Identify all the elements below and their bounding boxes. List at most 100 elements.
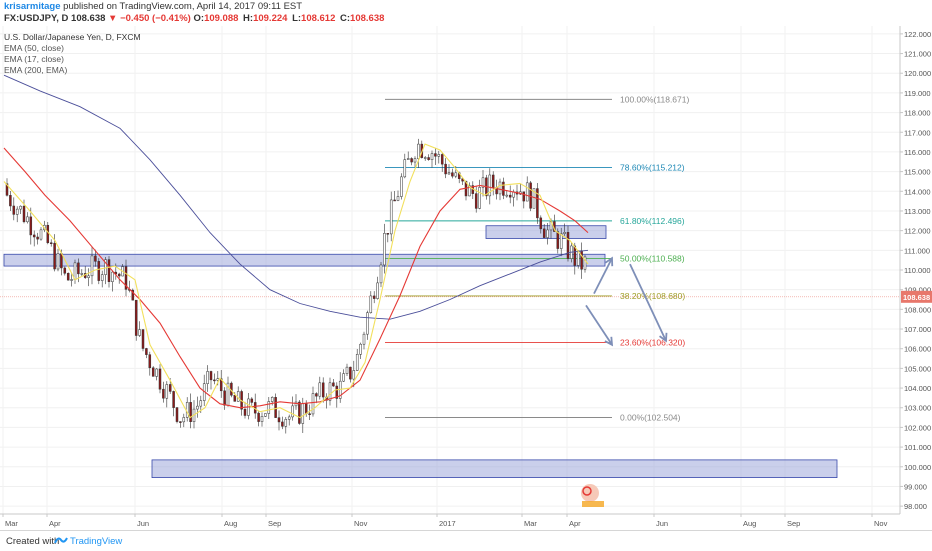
candle-body (502, 181, 505, 196)
candle-body (505, 194, 509, 197)
candle-body (447, 172, 451, 175)
y-tick-label-10: 108.000 (904, 305, 931, 314)
x-tick-label-1: Apr (49, 519, 61, 528)
fib-label-0: 100.00%(118.671) (620, 94, 689, 104)
fib-label-3: 50.00%(110.588) (620, 253, 685, 263)
candle-body (474, 193, 478, 209)
candle-body (498, 181, 502, 195)
candle-body (179, 421, 182, 423)
candle-body (417, 143, 420, 160)
low-value: 108.612 (301, 13, 336, 24)
candle-body (369, 295, 373, 313)
arrow-down-2[interactable] (629, 263, 667, 342)
fib-label-4: 38.20%(108.680) (620, 291, 685, 301)
price-chart[interactable]: 100.00%(118.671) 78.60%(115.212) 61.80%(11… (0, 26, 932, 530)
candle-body (29, 216, 33, 236)
arrow-down-1[interactable] (585, 304, 613, 346)
candle-body (366, 312, 369, 335)
tradingview-brand[interactable]: TradingView (70, 536, 123, 547)
candle-body (9, 195, 12, 207)
candle-body (148, 354, 152, 369)
candle-body (335, 385, 339, 399)
zone-100[interactable] (151, 459, 838, 478)
candle-body (172, 391, 175, 408)
candle-body (168, 384, 172, 392)
x-tick-label-9: Jun (656, 519, 668, 528)
candle-body (53, 242, 56, 270)
high-key: H: (243, 13, 254, 24)
candle-body (508, 194, 512, 198)
candle-body (488, 174, 492, 197)
candle-body (451, 172, 454, 177)
arrow-up[interactable] (593, 257, 613, 295)
candle-body (423, 157, 427, 159)
candle-body (15, 208, 19, 215)
candle-body (80, 273, 84, 275)
y-tick-label-11: 109.000 (904, 286, 931, 295)
y-tick-label-24: 122.000 (904, 30, 931, 39)
candle-body (379, 264, 383, 284)
x-tick-label-8: Apr (569, 519, 581, 528)
ema50-line (3, 147, 589, 409)
grid (0, 26, 900, 514)
candle-body (155, 368, 158, 377)
published-text: published on TradingView.com, April 14, … (63, 1, 303, 12)
indicator-ema200: EMA (200, EMA) (4, 65, 67, 75)
candle-body (131, 289, 135, 301)
candle-body (117, 273, 121, 277)
candle-body (158, 368, 162, 390)
legend: U.S. Dollar/Japanese Yen, D, FXCM EMA (5… (4, 32, 141, 75)
candle-body (111, 271, 114, 282)
candle-body (260, 416, 264, 422)
publish-info: krisarmitage published on TradingView.co… (4, 1, 302, 12)
candle-body (36, 236, 39, 240)
x-tick-label-10: Aug (743, 519, 756, 528)
y-tick-label-5: 103.000 (904, 404, 931, 413)
candle-body (376, 282, 379, 299)
candle-body (542, 228, 546, 238)
zones[interactable] (3, 225, 838, 478)
candle-body (539, 217, 543, 230)
author-name[interactable]: krisarmitage (4, 1, 61, 12)
y-tick-label-0: 98.000 (904, 502, 927, 511)
candle-body (481, 177, 485, 188)
candle-body (257, 412, 260, 422)
candle-body (522, 191, 526, 202)
candle-body (328, 382, 332, 401)
candle-body (556, 231, 560, 249)
candle-body (478, 187, 481, 209)
price-axis[interactable]: 98.000 99.000 100.000 101.000 102.000 103.000… (900, 30, 931, 511)
candle-body (437, 154, 441, 157)
candle-body (580, 250, 583, 270)
last-price-tag-bg (901, 290, 932, 303)
zone-112[interactable] (485, 225, 607, 239)
candle-body (107, 259, 111, 282)
candle-body (573, 245, 577, 266)
x-tick-label-4: Sep (268, 519, 281, 528)
x-tick-label-12: Nov (874, 519, 888, 528)
fib-label-6: 0.00%(102.504) (620, 413, 681, 423)
y-tick-label-12: 110.000 (904, 266, 931, 275)
candle-body (196, 405, 199, 410)
candle-body (308, 413, 311, 415)
y-tick-label-21: 119.000 (904, 89, 931, 98)
y-tick-label-3: 101.000 (904, 443, 931, 452)
candle-body (46, 224, 50, 243)
last-price: 108.638 (71, 13, 106, 24)
projection-arrows[interactable] (585, 256, 668, 347)
candle-body (138, 329, 141, 336)
zone-110[interactable] (3, 253, 606, 267)
footer: Created with TradingView (0, 530, 932, 551)
candle-body (206, 371, 209, 384)
candle-body (525, 182, 529, 202)
candle-body (403, 159, 407, 178)
candle-body (90, 255, 94, 277)
candle-body (427, 157, 430, 160)
candle-body (383, 233, 386, 266)
arrow-up-head (604, 256, 614, 267)
candle-body (26, 216, 29, 223)
x-tick-label-6: 2017 (439, 519, 456, 528)
time-axis[interactable]: Mar Apr Jun Aug Sep Nov 2017 Mar Apr Jun Aug Sep Nov (2, 514, 888, 528)
y-tick-label-20: 118.000 (904, 109, 931, 118)
candle-body (315, 393, 318, 397)
